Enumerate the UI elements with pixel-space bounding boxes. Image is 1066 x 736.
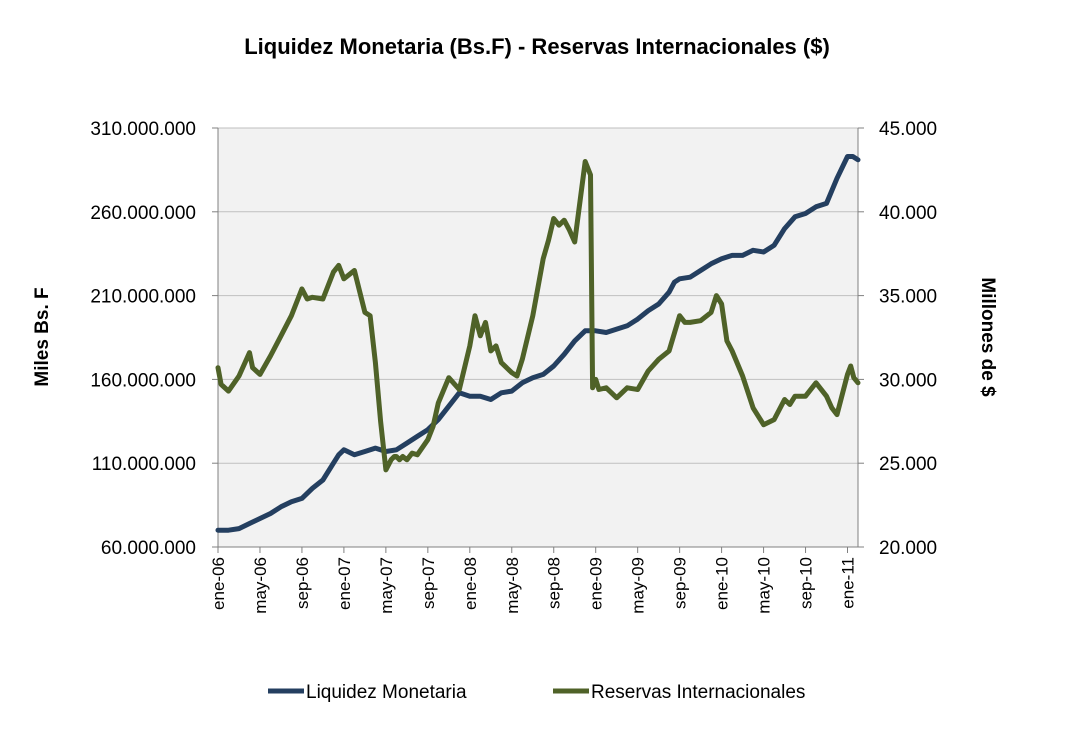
right-tick-label: 25.000 — [879, 454, 937, 475]
left-tick-label: 310.000.000 — [90, 119, 196, 140]
x-tick-label: sep-06 — [293, 557, 312, 609]
legend-label-reservas: Reservas Internacionales — [591, 682, 805, 703]
series-line-reservas — [215, 159, 861, 473]
legend: Liquidez Monetaria Reservas Internaciona… — [268, 682, 805, 703]
left-tick-label: 60.000.000 — [101, 538, 196, 559]
x-tick-label: may-07 — [377, 557, 396, 614]
x-tick-label: ene-06 — [209, 557, 228, 610]
right-tick-label: 40.000 — [879, 203, 937, 224]
right-tick-label: 45.000 — [879, 119, 937, 140]
right-tick-label: 30.000 — [879, 370, 937, 391]
series-lines — [215, 154, 861, 533]
x-tick-label: sep-09 — [671, 557, 690, 609]
x-tick-label: may-10 — [755, 557, 774, 614]
right-tick-label: 20.000 — [879, 538, 937, 559]
right-axis-title: Millones de $ — [977, 277, 998, 397]
x-tick-label: sep-10 — [797, 557, 816, 609]
x-axis-ticks: ene-06 may-06 sep-06 ene-07 may-07 sep-07 ene-… — [209, 547, 858, 614]
series-line-liquidez — [215, 154, 861, 533]
x-tick-label: ene-09 — [587, 557, 606, 610]
right-tick-label: 35.000 — [879, 287, 937, 308]
left-axis-ticks: 60.000.000 110.000.000 160.000.000 210.000.… — [90, 119, 218, 559]
left-tick-label: 260.000.000 — [90, 203, 196, 224]
left-tick-label: 160.000.000 — [90, 370, 196, 391]
left-axis-title: Miles Bs. F — [32, 287, 53, 386]
right-axis-ticks: 20.000 25.000 30.000 35.000 40.000 45.000 — [858, 119, 937, 559]
x-tick-label: sep-08 — [545, 557, 564, 609]
x-tick-label: ene-08 — [461, 557, 480, 610]
x-tick-label: ene-10 — [713, 557, 732, 610]
x-tick-label: may-06 — [251, 557, 270, 614]
left-tick-label: 210.000.000 — [90, 287, 196, 308]
legend-label-liquidez: Liquidez Monetaria — [306, 682, 467, 703]
x-tick-label: ene-11 — [839, 557, 858, 609]
x-tick-label: ene-07 — [335, 557, 354, 610]
x-tick-label: may-08 — [503, 557, 522, 614]
chart-title: Liquidez Monetaria (Bs.F) - Reservas Int… — [244, 34, 830, 59]
x-tick-label: sep-07 — [419, 557, 438, 609]
x-tick-label: may-09 — [629, 557, 648, 614]
left-tick-label: 110.000.000 — [92, 454, 196, 475]
